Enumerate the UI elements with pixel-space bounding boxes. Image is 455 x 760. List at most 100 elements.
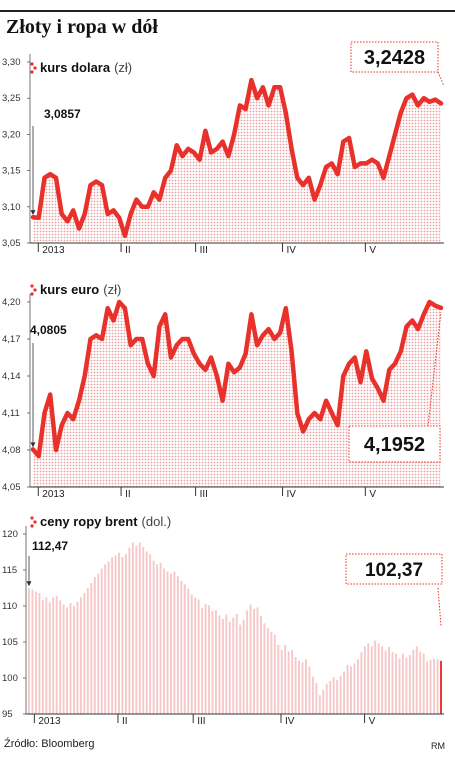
data-bar [325, 683, 328, 714]
first-value-label: 4,0805 [30, 323, 67, 337]
legend-bullet-icon [30, 284, 37, 296]
data-bar [208, 605, 210, 714]
data-bar [28, 588, 30, 714]
data-bar [426, 661, 429, 714]
legend-bullet-dot [30, 62, 34, 66]
author-initials: RM [431, 741, 445, 751]
first-value-arrow-icon [26, 581, 32, 587]
data-bar [55, 595, 58, 714]
data-bar [284, 644, 287, 714]
x-tick-label: III [197, 716, 205, 727]
last-value-label: 102,37 [365, 560, 423, 581]
y-tick-label: 4,05 [2, 482, 21, 493]
data-bar [242, 619, 245, 714]
data-bar [412, 649, 415, 714]
data-bar [332, 677, 335, 714]
y-tick-label: 110 [2, 601, 17, 612]
data-bar [163, 568, 165, 714]
x-tick-label: IV [287, 245, 297, 256]
data-bar [256, 607, 259, 714]
legend-bullet-dot [33, 66, 37, 70]
usd-chart-panel: kurs dolara (zł) 3,05 3,10 3,15 3,20 3,25 3,30 2… [0, 38, 455, 268]
legend-bullet-dot [30, 70, 34, 74]
legend-bullet-dot [30, 292, 34, 296]
data-bar [401, 653, 404, 714]
data-bar [346, 665, 349, 714]
series-unit: (dol.) [142, 514, 172, 529]
series-unit: (zł) [103, 282, 121, 297]
data-bar [83, 593, 86, 714]
data-bar [422, 653, 425, 714]
data-bar [343, 671, 346, 714]
data-bar [356, 659, 359, 714]
data-bar [73, 606, 75, 714]
data-bar [135, 545, 138, 714]
data-bar [69, 603, 72, 714]
series-label: kurs euro (zł) [40, 282, 121, 297]
data-bar [183, 584, 186, 714]
y-tick-label: 3,10 [2, 202, 21, 213]
data-bar [159, 562, 162, 714]
page-title: Złoty i ropa w dół [6, 16, 158, 38]
data-bar [142, 547, 145, 714]
data-bar [433, 658, 436, 714]
data-bar [263, 623, 266, 714]
x-tick-label: II [122, 716, 128, 727]
data-bar [367, 643, 370, 714]
data-bar [215, 610, 217, 714]
data-bar [128, 547, 131, 714]
data-bar [138, 542, 141, 714]
legend-bullet-icon [30, 516, 37, 528]
data-bar [260, 616, 262, 714]
data-bar [107, 561, 110, 714]
last-value-box [350, 41, 439, 73]
data-bar [180, 580, 183, 714]
data-bar [429, 660, 432, 714]
x-tick-label: II [125, 489, 131, 500]
data-bar [97, 573, 100, 714]
data-bar [173, 571, 176, 714]
data-bar [52, 597, 55, 714]
source-note: Źródło: Bloomberg [4, 738, 95, 750]
data-bar [440, 660, 442, 714]
x-tick-label: 2013 [38, 716, 61, 727]
x-tick-label: IV [287, 489, 297, 500]
data-bar [353, 663, 356, 714]
last-value-label: 4,1952 [364, 434, 425, 456]
data-bar [253, 608, 255, 714]
usd-line-chart: kurs dolara (zł) 3,05 3,10 3,15 3,20 3,25 3,30 2… [2, 41, 445, 256]
legend-bullet-dot [33, 288, 37, 292]
data-bar [239, 624, 242, 714]
data-bar [384, 650, 387, 714]
area-fill [33, 80, 441, 243]
data-bar [360, 652, 363, 714]
series-name: kurs euro [40, 282, 99, 297]
data-bar [221, 619, 224, 714]
data-bar [225, 614, 228, 714]
x-tick-label: III [200, 245, 208, 256]
y-tick-label: 4,14 [2, 371, 21, 382]
data-bar [405, 657, 408, 714]
legend-bullet-dot [30, 516, 34, 520]
x-tick-label: IV [285, 716, 295, 727]
data-line [30, 77, 444, 239]
y-tick-label: 4,17 [2, 334, 21, 345]
series-label: kurs dolara (zł) [40, 60, 132, 75]
data-bar [34, 591, 37, 714]
x-tick-label: 2013 [42, 489, 65, 500]
x-tick-label: 2013 [42, 245, 65, 256]
eur-line-chart: kurs euro (zł) 4,05 4,08 4,11 4,14 4,17 4,20 201… [2, 282, 444, 500]
first-value-label: 112,47 [32, 539, 68, 553]
data-bar [104, 564, 107, 714]
data-bar [100, 568, 103, 714]
x-tick-label: III [200, 489, 208, 500]
legend-bullet-dot [33, 520, 37, 524]
y-tick-label: 4,08 [2, 445, 21, 456]
first-value-label: 3,0857 [44, 107, 81, 121]
data-bar [149, 554, 152, 714]
brent-bar-chart: ceny ropy brent (dol.) 95 100 105 110 115 120 20… [2, 514, 444, 727]
data-bar [315, 683, 318, 714]
top-rule [0, 10, 455, 12]
data-bar [266, 628, 269, 714]
